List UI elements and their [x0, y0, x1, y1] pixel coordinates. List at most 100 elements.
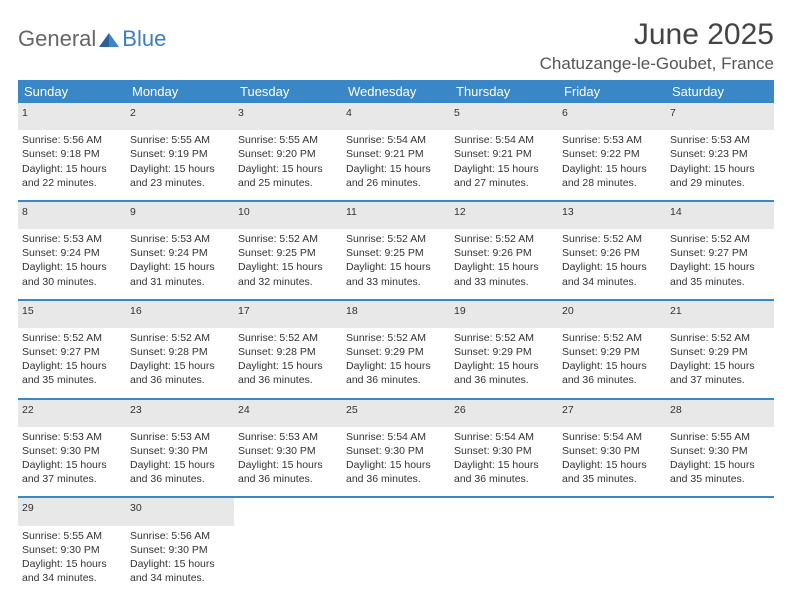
- sunrise-text: Sunrise: 5:53 AM: [670, 133, 770, 147]
- weekday-header: Saturday: [666, 80, 774, 103]
- daylight-text: and 33 minutes.: [454, 275, 554, 289]
- day-cell: Sunrise: 5:53 AMSunset: 9:24 PMDaylight:…: [126, 229, 234, 300]
- brand-logo: General Blue: [18, 18, 166, 52]
- sunset-text: Sunset: 9:27 PM: [22, 345, 122, 359]
- sunset-text: Sunset: 9:23 PM: [670, 147, 770, 161]
- day-number: 18: [342, 300, 450, 328]
- day-cell: Sunrise: 5:52 AMSunset: 9:29 PMDaylight:…: [450, 328, 558, 399]
- sunset-text: Sunset: 9:21 PM: [346, 147, 446, 161]
- day-number: 28: [666, 399, 774, 427]
- daylight-text: and 22 minutes.: [22, 176, 122, 190]
- weekday-header-row: Sunday Monday Tuesday Wednesday Thursday…: [18, 80, 774, 103]
- daylight-text: Daylight: 15 hours: [22, 359, 122, 373]
- daylight-text: and 23 minutes.: [130, 176, 230, 190]
- month-title: June 2025: [540, 18, 774, 52]
- sunset-text: Sunset: 9:30 PM: [22, 543, 122, 557]
- sunrise-text: Sunrise: 5:56 AM: [22, 133, 122, 147]
- sunset-text: Sunset: 9:28 PM: [238, 345, 338, 359]
- daylight-text: and 36 minutes.: [346, 472, 446, 486]
- sunset-text: Sunset: 9:24 PM: [130, 246, 230, 260]
- sunset-text: Sunset: 9:28 PM: [130, 345, 230, 359]
- weekday-header: Friday: [558, 80, 666, 103]
- day-number: 9: [126, 201, 234, 229]
- day-cell: [666, 526, 774, 596]
- week-content-row: Sunrise: 5:53 AMSunset: 9:30 PMDaylight:…: [18, 427, 774, 498]
- day-number: [450, 497, 558, 525]
- weekday-header: Wednesday: [342, 80, 450, 103]
- day-number: 30: [126, 497, 234, 525]
- sunrise-text: Sunrise: 5:52 AM: [562, 331, 662, 345]
- calendar-body: 1234567Sunrise: 5:56 AMSunset: 9:18 PMDa…: [18, 103, 774, 595]
- day-cell: Sunrise: 5:52 AMSunset: 9:28 PMDaylight:…: [234, 328, 342, 399]
- day-cell: Sunrise: 5:53 AMSunset: 9:23 PMDaylight:…: [666, 130, 774, 201]
- day-cell: Sunrise: 5:53 AMSunset: 9:22 PMDaylight:…: [558, 130, 666, 201]
- daylight-text: Daylight: 15 hours: [346, 458, 446, 472]
- sunset-text: Sunset: 9:18 PM: [22, 147, 122, 161]
- day-number: 17: [234, 300, 342, 328]
- day-number: 12: [450, 201, 558, 229]
- day-number: 14: [666, 201, 774, 229]
- daylight-text: and 35 minutes.: [670, 275, 770, 289]
- day-cell: Sunrise: 5:52 AMSunset: 9:26 PMDaylight:…: [450, 229, 558, 300]
- sunrise-text: Sunrise: 5:53 AM: [22, 430, 122, 444]
- daylight-text: Daylight: 15 hours: [130, 458, 230, 472]
- day-number: 23: [126, 399, 234, 427]
- brand-text-general: General: [18, 26, 96, 52]
- daylight-text: Daylight: 15 hours: [238, 162, 338, 176]
- daylight-text: and 31 minutes.: [130, 275, 230, 289]
- week-content-row: Sunrise: 5:56 AMSunset: 9:18 PMDaylight:…: [18, 130, 774, 201]
- sunrise-text: Sunrise: 5:56 AM: [130, 529, 230, 543]
- day-cell: [558, 526, 666, 596]
- day-cell: Sunrise: 5:52 AMSunset: 9:27 PMDaylight:…: [666, 229, 774, 300]
- sunrise-text: Sunrise: 5:52 AM: [346, 232, 446, 246]
- sunset-text: Sunset: 9:26 PM: [562, 246, 662, 260]
- sunrise-text: Sunrise: 5:52 AM: [454, 232, 554, 246]
- sunset-text: Sunset: 9:24 PM: [22, 246, 122, 260]
- page-header: General Blue June 2025 Chatuzange-le-Gou…: [18, 18, 774, 74]
- day-number: 8: [18, 201, 126, 229]
- sunset-text: Sunset: 9:30 PM: [22, 444, 122, 458]
- sunrise-text: Sunrise: 5:52 AM: [454, 331, 554, 345]
- daylight-text: and 30 minutes.: [22, 275, 122, 289]
- sunset-text: Sunset: 9:22 PM: [562, 147, 662, 161]
- sunrise-text: Sunrise: 5:55 AM: [670, 430, 770, 444]
- brand-text-blue: Blue: [122, 26, 166, 52]
- daylight-text: Daylight: 15 hours: [238, 260, 338, 274]
- sunrise-text: Sunrise: 5:52 AM: [562, 232, 662, 246]
- daylight-text: and 37 minutes.: [22, 472, 122, 486]
- day-cell: Sunrise: 5:54 AMSunset: 9:30 PMDaylight:…: [450, 427, 558, 498]
- day-number: 20: [558, 300, 666, 328]
- sunrise-text: Sunrise: 5:52 AM: [130, 331, 230, 345]
- daylight-text: and 35 minutes.: [22, 373, 122, 387]
- location-subtitle: Chatuzange-le-Goubet, France: [540, 54, 774, 74]
- sunrise-text: Sunrise: 5:52 AM: [238, 232, 338, 246]
- day-number: 27: [558, 399, 666, 427]
- daylight-text: and 36 minutes.: [454, 472, 554, 486]
- daylight-text: Daylight: 15 hours: [454, 162, 554, 176]
- day-cell: Sunrise: 5:55 AMSunset: 9:19 PMDaylight:…: [126, 130, 234, 201]
- sunset-text: Sunset: 9:25 PM: [346, 246, 446, 260]
- week-content-row: Sunrise: 5:53 AMSunset: 9:24 PMDaylight:…: [18, 229, 774, 300]
- sunrise-text: Sunrise: 5:55 AM: [22, 529, 122, 543]
- day-cell: Sunrise: 5:52 AMSunset: 9:29 PMDaylight:…: [558, 328, 666, 399]
- day-cell: Sunrise: 5:52 AMSunset: 9:27 PMDaylight:…: [18, 328, 126, 399]
- day-cell: Sunrise: 5:52 AMSunset: 9:26 PMDaylight:…: [558, 229, 666, 300]
- sunrise-text: Sunrise: 5:53 AM: [130, 232, 230, 246]
- day-number: 6: [558, 103, 666, 130]
- sunset-text: Sunset: 9:29 PM: [562, 345, 662, 359]
- daylight-text: Daylight: 15 hours: [670, 458, 770, 472]
- daylight-text: Daylight: 15 hours: [22, 162, 122, 176]
- sunrise-text: Sunrise: 5:52 AM: [238, 331, 338, 345]
- day-number: 24: [234, 399, 342, 427]
- sunset-text: Sunset: 9:30 PM: [562, 444, 662, 458]
- daylight-text: and 36 minutes.: [238, 472, 338, 486]
- day-number: 25: [342, 399, 450, 427]
- day-number: 3: [234, 103, 342, 130]
- day-cell: Sunrise: 5:54 AMSunset: 9:30 PMDaylight:…: [558, 427, 666, 498]
- day-cell: Sunrise: 5:52 AMSunset: 9:29 PMDaylight:…: [342, 328, 450, 399]
- day-number: 22: [18, 399, 126, 427]
- day-number: [342, 497, 450, 525]
- sunset-text: Sunset: 9:29 PM: [454, 345, 554, 359]
- sunrise-text: Sunrise: 5:54 AM: [346, 430, 446, 444]
- day-number: 16: [126, 300, 234, 328]
